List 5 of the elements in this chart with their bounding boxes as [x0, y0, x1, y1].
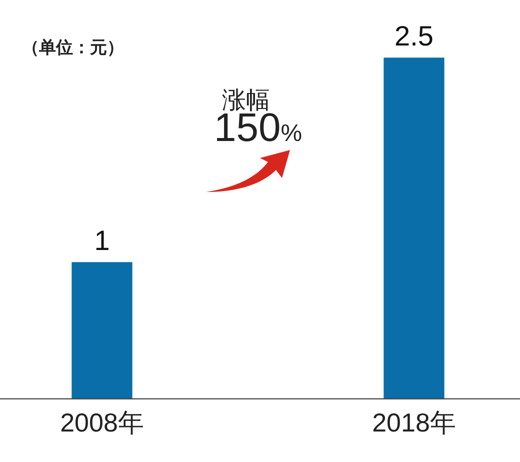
data-label: 2.5: [394, 20, 434, 52]
data-label: 1: [94, 225, 110, 256]
annotation: （单位：元）: [22, 37, 124, 59]
x-tick-label: 2018年: [372, 408, 456, 438]
x-tick-label: 2008年: [60, 408, 144, 438]
